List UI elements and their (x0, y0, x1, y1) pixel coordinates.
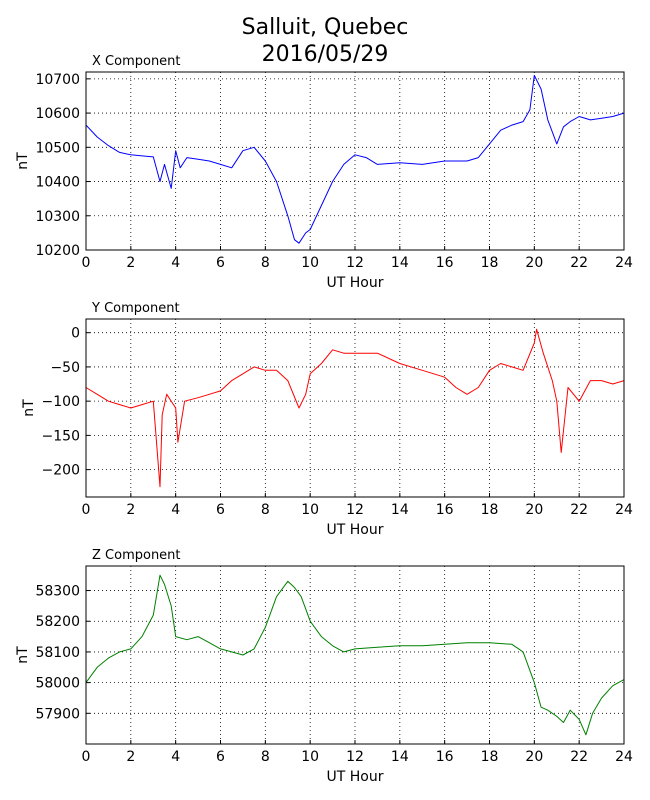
x-tick-label: 24 (615, 502, 633, 518)
x-tick-label: 14 (391, 749, 409, 765)
panel-title: Z Component (92, 548, 181, 563)
x-tick-label: 14 (391, 255, 409, 271)
x-tick-label: 8 (261, 502, 270, 518)
plot-frame (85, 565, 625, 745)
x-tick-label: 0 (82, 502, 91, 518)
x-tick-label: 24 (615, 749, 633, 765)
x-tick-label: 16 (436, 255, 454, 271)
x-tick-label: 4 (171, 255, 180, 271)
y-tick-label: −50 (50, 360, 80, 376)
x-tick-label: 12 (346, 502, 364, 518)
x-tick-label: 24 (615, 255, 633, 271)
plot-frame (85, 318, 625, 498)
x-tick-label: 22 (570, 502, 588, 518)
y-tick-label: 58100 (35, 645, 80, 661)
x-tick-label: 20 (525, 749, 543, 765)
figure-title-line2: 2016/05/29 (262, 42, 389, 67)
x-tick-label: 0 (82, 255, 91, 271)
z-component-panel: Z Component UT Hour nT 0 2 4 6 8 10 12 14 16 18 20… (15, 548, 633, 785)
x-tick-label: 6 (216, 502, 225, 518)
x-tick-label: 0 (82, 749, 91, 765)
x-tick-label: 8 (261, 749, 270, 765)
y-axis-label: nT (21, 399, 37, 417)
y-tick-label: 10300 (35, 209, 80, 225)
x-axis-label: UT Hour (327, 769, 384, 785)
x-tick-label: 18 (481, 255, 499, 271)
x-tick-label: 2 (126, 255, 135, 271)
x-tick-label: 14 (391, 502, 409, 518)
x-tick-label: 10 (301, 502, 319, 518)
x-axis-label: UT Hour (327, 275, 384, 291)
y-tick-label: −100 (42, 394, 80, 410)
x-tick-label: 22 (570, 749, 588, 765)
y-tick-label: 58000 (35, 676, 80, 692)
panel-title: Y Component (91, 301, 180, 316)
plot-frame (85, 71, 625, 251)
x-tick-label: 10 (301, 749, 319, 765)
x-component-panel: X Component UT Hour nT 0 2 4 6 8 10 12 14 16 18 20… (15, 54, 633, 291)
panel-title: X Component (92, 54, 181, 69)
y-axis-label: nT (15, 646, 31, 664)
x-tick-label: 20 (525, 255, 543, 271)
x-axis-label: UT Hour (327, 522, 384, 538)
x-tick-label: 10 (301, 255, 319, 271)
x-tick-label: 18 (481, 749, 499, 765)
series-line (85, 328, 625, 488)
x-tick-label: 16 (436, 749, 454, 765)
x-tick-label: 16 (436, 502, 454, 518)
y-tick-label: 10400 (35, 175, 80, 191)
x-tick-label: 4 (171, 502, 180, 518)
x-tick-label: 20 (525, 502, 543, 518)
y-tick-label: −150 (42, 428, 80, 444)
series-line (85, 74, 625, 244)
x-tick-label: 8 (261, 255, 270, 271)
y-tick-label: 0 (71, 326, 80, 342)
y-tick-label: 10500 (35, 140, 80, 156)
y-tick-label: −200 (42, 463, 80, 479)
y-tick-label: 57900 (35, 706, 80, 722)
y-tick-label: 58300 (35, 584, 80, 600)
x-tick-label: 12 (346, 255, 364, 271)
y-tick-label: 10600 (35, 106, 80, 122)
y-tick-label: 10700 (35, 72, 80, 88)
y-tick-label: 58200 (35, 614, 80, 630)
y-axis-label: nT (15, 152, 31, 170)
series-line (85, 574, 625, 736)
x-tick-label: 12 (346, 749, 364, 765)
x-tick-label: 6 (216, 749, 225, 765)
y-component-panel: Y Component UT Hour nT 0 2 4 6 8 10 12 14 16 18 20… (21, 301, 633, 538)
figure-title-line1: Salluit, Quebec (242, 15, 409, 40)
x-tick-label: 2 (126, 749, 135, 765)
x-tick-label: 4 (171, 749, 180, 765)
x-tick-label: 18 (481, 502, 499, 518)
x-tick-label: 6 (216, 255, 225, 271)
y-tick-label: 10200 (35, 243, 80, 259)
x-tick-label: 22 (570, 255, 588, 271)
x-tick-label: 2 (126, 502, 135, 518)
